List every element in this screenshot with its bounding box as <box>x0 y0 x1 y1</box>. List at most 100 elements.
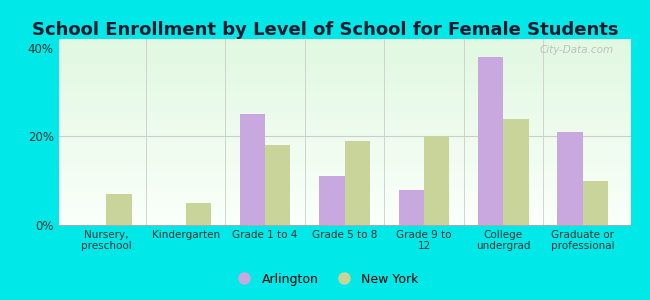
Bar <box>58 56 630 58</box>
Bar <box>478 57 503 225</box>
Bar <box>58 180 630 182</box>
Bar <box>58 151 630 152</box>
Bar <box>58 108 630 110</box>
Bar <box>58 136 630 138</box>
Bar <box>58 177 630 178</box>
Bar <box>58 97 630 98</box>
Text: City-Data.com: City-Data.com <box>540 45 614 55</box>
Bar <box>106 194 131 225</box>
Bar <box>58 132 630 134</box>
Bar <box>58 48 630 50</box>
Bar <box>58 199 630 201</box>
Bar <box>58 54 630 56</box>
Bar <box>58 85 630 87</box>
Bar <box>58 156 630 158</box>
Bar <box>58 197 630 199</box>
Bar <box>58 78 630 80</box>
Bar <box>58 115 630 117</box>
Bar <box>58 39 630 41</box>
Bar <box>58 41 630 43</box>
Bar <box>58 208 630 210</box>
Bar <box>58 143 630 145</box>
Bar <box>58 221 630 223</box>
Bar <box>58 141 630 143</box>
Bar <box>58 173 630 175</box>
Bar <box>58 52 630 54</box>
Bar <box>58 154 630 156</box>
Bar <box>58 126 630 128</box>
Bar <box>58 188 630 190</box>
Bar <box>58 175 630 177</box>
Bar <box>58 186 630 188</box>
Bar <box>344 141 370 225</box>
Bar <box>58 160 630 162</box>
Bar <box>58 218 630 219</box>
Bar <box>58 171 630 173</box>
Bar <box>58 206 630 208</box>
Bar <box>58 166 630 167</box>
Bar <box>58 123 630 124</box>
Bar <box>58 104 630 106</box>
Bar <box>58 87 630 89</box>
Bar <box>58 128 630 130</box>
Bar <box>58 216 630 218</box>
Bar <box>58 106 630 108</box>
Bar <box>58 134 630 136</box>
Bar <box>58 112 630 113</box>
Bar <box>58 95 630 97</box>
Bar <box>58 46 630 48</box>
Bar <box>58 158 630 160</box>
Bar <box>58 93 630 95</box>
Bar <box>265 145 291 225</box>
Bar <box>58 102 630 104</box>
Bar <box>58 214 630 216</box>
Bar <box>58 164 630 166</box>
Bar <box>58 65 630 67</box>
Bar <box>58 73 630 74</box>
Bar <box>424 136 449 225</box>
Bar <box>58 119 630 121</box>
Bar <box>58 98 630 101</box>
Text: School Enrollment by Level of School for Female Students: School Enrollment by Level of School for… <box>32 21 618 39</box>
Bar <box>58 91 630 93</box>
Bar <box>58 124 630 126</box>
Bar <box>186 203 211 225</box>
Bar <box>58 58 630 59</box>
Bar <box>58 117 630 119</box>
Bar <box>558 132 583 225</box>
Bar <box>58 203 630 205</box>
Bar <box>58 145 630 147</box>
Bar <box>58 167 630 169</box>
Bar <box>58 45 630 46</box>
Bar <box>58 59 630 61</box>
Bar <box>58 219 630 221</box>
Bar <box>58 113 630 115</box>
Bar <box>58 149 630 151</box>
Bar <box>58 205 630 206</box>
Bar <box>58 63 630 65</box>
Bar <box>58 80 630 82</box>
Bar <box>58 70 630 73</box>
Bar <box>58 43 630 45</box>
Legend: Arlington, New York: Arlington, New York <box>227 268 423 291</box>
Bar <box>58 201 630 203</box>
Bar <box>58 140 630 141</box>
Bar <box>58 147 630 149</box>
Bar <box>58 184 630 186</box>
Bar <box>58 121 630 123</box>
Bar <box>583 181 608 225</box>
Bar <box>240 114 265 225</box>
Bar <box>58 138 630 140</box>
Bar <box>58 223 630 225</box>
Bar <box>58 182 630 184</box>
Bar <box>58 61 630 63</box>
Bar <box>58 152 630 154</box>
Bar <box>58 50 630 52</box>
Bar <box>58 130 630 132</box>
Bar <box>58 195 630 197</box>
Bar <box>58 212 630 214</box>
Bar <box>58 178 630 180</box>
Bar <box>58 84 630 85</box>
Bar <box>58 162 630 164</box>
Bar <box>58 69 630 70</box>
